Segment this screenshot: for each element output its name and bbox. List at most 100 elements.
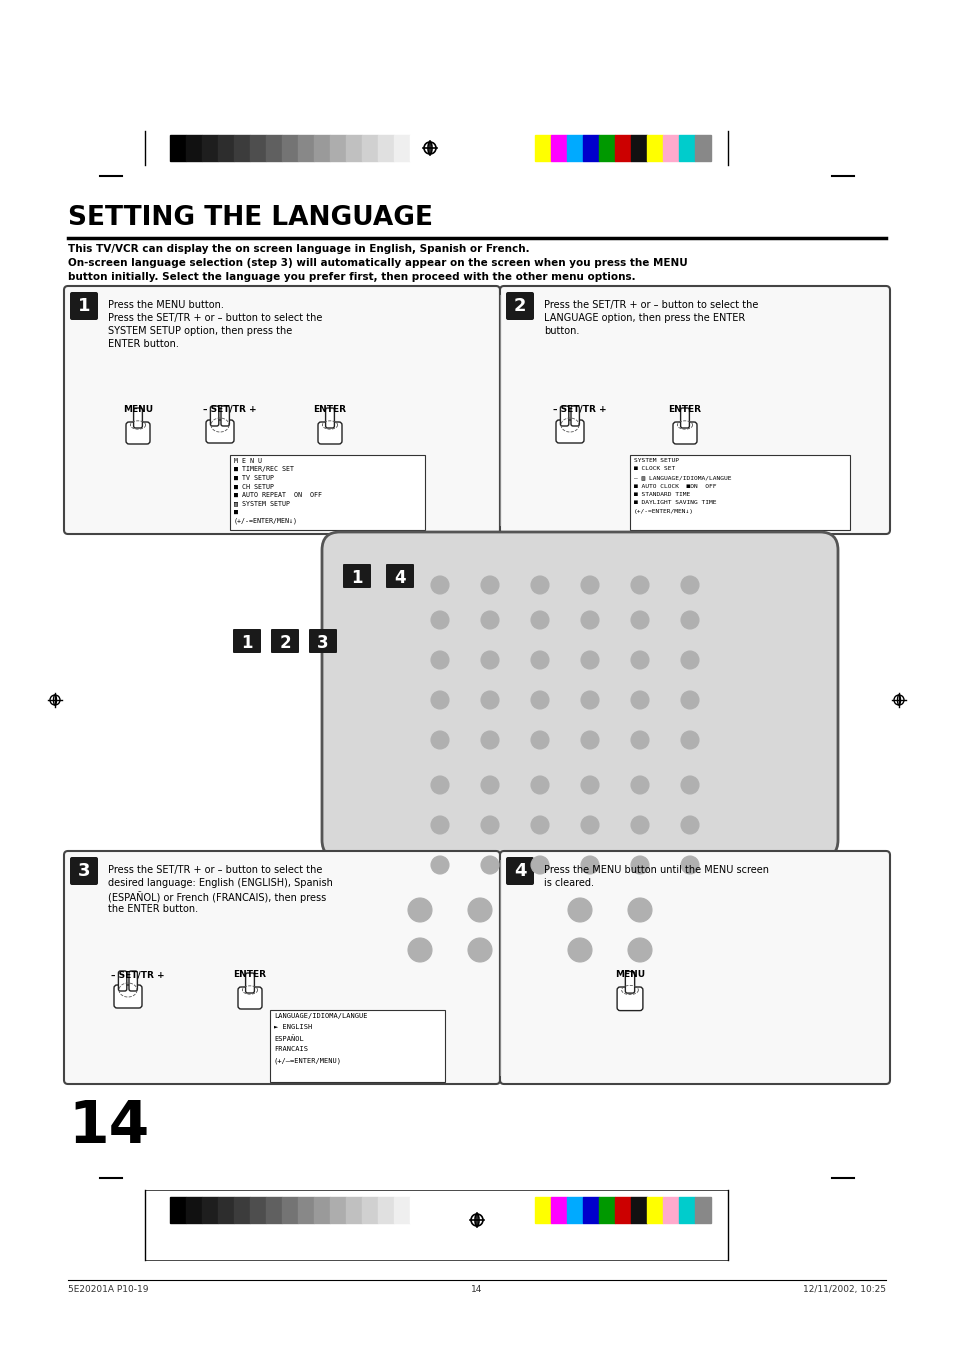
Bar: [377, 135, 394, 161]
Bar: [202, 1197, 218, 1223]
Circle shape: [480, 690, 498, 709]
Bar: [202, 135, 218, 161]
Text: SYSTEM SETUP option, then press the: SYSTEM SETUP option, then press the: [108, 326, 292, 336]
FancyBboxPatch shape: [672, 422, 697, 444]
Bar: [662, 1197, 679, 1223]
FancyBboxPatch shape: [505, 857, 534, 885]
Text: 3: 3: [316, 634, 329, 653]
Circle shape: [630, 731, 648, 748]
FancyBboxPatch shape: [571, 407, 578, 426]
FancyBboxPatch shape: [505, 292, 534, 320]
Text: SYSTEM SETUP: SYSTEM SETUP: [634, 458, 679, 463]
Bar: [330, 1197, 346, 1223]
Text: This TV/VCR can display the on screen language in English, Spanish or French.: This TV/VCR can display the on screen la…: [68, 245, 529, 254]
Bar: [695, 135, 710, 161]
Text: 1: 1: [351, 569, 362, 586]
Circle shape: [580, 775, 598, 794]
Text: Press the SET/TR + or – button to select the: Press the SET/TR + or – button to select…: [108, 865, 322, 875]
Text: (+/-=ENTER/MEN↓): (+/-=ENTER/MEN↓): [634, 509, 693, 513]
FancyBboxPatch shape: [625, 971, 634, 993]
FancyBboxPatch shape: [133, 408, 142, 428]
Text: 2: 2: [279, 634, 291, 653]
Text: 1: 1: [241, 634, 253, 653]
Text: 1: 1: [77, 297, 91, 315]
Bar: [314, 135, 330, 161]
Text: ■ AUTO CLOCK  ■ON  OFF: ■ AUTO CLOCK ■ON OFF: [634, 484, 716, 489]
Bar: [410, 135, 426, 161]
Bar: [346, 1197, 361, 1223]
Bar: [250, 135, 266, 161]
Text: (ESPAÑOL) or French (FRANCAIS), then press: (ESPAÑOL) or French (FRANCAIS), then pre…: [108, 892, 326, 902]
Bar: [314, 1197, 330, 1223]
Text: ■ CH SETUP: ■ CH SETUP: [233, 484, 274, 489]
Bar: [582, 1197, 598, 1223]
Bar: [394, 1197, 410, 1223]
FancyBboxPatch shape: [211, 407, 218, 426]
Bar: [186, 135, 202, 161]
Circle shape: [580, 651, 598, 669]
Text: MENU: MENU: [123, 405, 152, 413]
Text: ■ CLOCK SET: ■ CLOCK SET: [634, 466, 675, 471]
Text: 4: 4: [514, 862, 526, 880]
Circle shape: [480, 651, 498, 669]
Bar: [646, 135, 662, 161]
FancyBboxPatch shape: [64, 851, 499, 1084]
Text: is cleared.: is cleared.: [543, 878, 594, 888]
Circle shape: [531, 816, 548, 834]
Circle shape: [567, 938, 592, 962]
FancyBboxPatch shape: [499, 286, 889, 534]
FancyBboxPatch shape: [317, 422, 341, 444]
Circle shape: [580, 576, 598, 594]
Text: button initially. Select the language you prefer first, then proceed with the ot: button initially. Select the language yo…: [68, 272, 635, 282]
Circle shape: [431, 690, 449, 709]
Text: ENTER: ENTER: [314, 405, 346, 413]
Circle shape: [680, 731, 699, 748]
Circle shape: [680, 651, 699, 669]
Text: 14: 14: [68, 1098, 149, 1155]
FancyBboxPatch shape: [343, 563, 371, 588]
Bar: [679, 1197, 695, 1223]
Text: ■ TV SETUP: ■ TV SETUP: [233, 476, 274, 481]
Circle shape: [580, 857, 598, 874]
Circle shape: [580, 816, 598, 834]
Bar: [170, 1197, 186, 1223]
Bar: [629, 455, 849, 530]
Text: ■: ■: [233, 509, 237, 515]
Bar: [218, 1197, 233, 1223]
Circle shape: [531, 775, 548, 794]
FancyBboxPatch shape: [271, 630, 298, 653]
Text: 14: 14: [471, 1285, 482, 1294]
Circle shape: [630, 816, 648, 834]
Bar: [330, 135, 346, 161]
Circle shape: [680, 816, 699, 834]
Bar: [695, 1197, 710, 1223]
Bar: [361, 135, 377, 161]
FancyBboxPatch shape: [70, 857, 98, 885]
Bar: [297, 1197, 314, 1223]
Circle shape: [408, 898, 432, 921]
Circle shape: [531, 857, 548, 874]
Circle shape: [480, 857, 498, 874]
Bar: [233, 135, 250, 161]
Bar: [630, 135, 646, 161]
Circle shape: [408, 938, 432, 962]
Bar: [270, 1011, 444, 1082]
Bar: [394, 135, 410, 161]
Circle shape: [580, 731, 598, 748]
Text: ► ENGLISH: ► ENGLISH: [274, 1024, 312, 1029]
Circle shape: [480, 576, 498, 594]
Text: ENTER: ENTER: [668, 405, 700, 413]
FancyBboxPatch shape: [325, 408, 335, 428]
Text: – SET/TR +: – SET/TR +: [112, 970, 165, 979]
Circle shape: [567, 898, 592, 921]
FancyBboxPatch shape: [221, 407, 229, 426]
Text: FRANCAIS: FRANCAIS: [274, 1046, 308, 1052]
Text: the ENTER button.: the ENTER button.: [108, 904, 198, 915]
Text: ESPAÑOL: ESPAÑOL: [274, 1035, 303, 1042]
Text: (+/-=ENTER/MEN↓): (+/-=ENTER/MEN↓): [233, 517, 297, 524]
Circle shape: [630, 576, 648, 594]
Circle shape: [531, 651, 548, 669]
Text: Press the SET/TR + or – button to select the: Press the SET/TR + or – button to select…: [108, 313, 322, 323]
Circle shape: [531, 690, 548, 709]
Circle shape: [680, 690, 699, 709]
